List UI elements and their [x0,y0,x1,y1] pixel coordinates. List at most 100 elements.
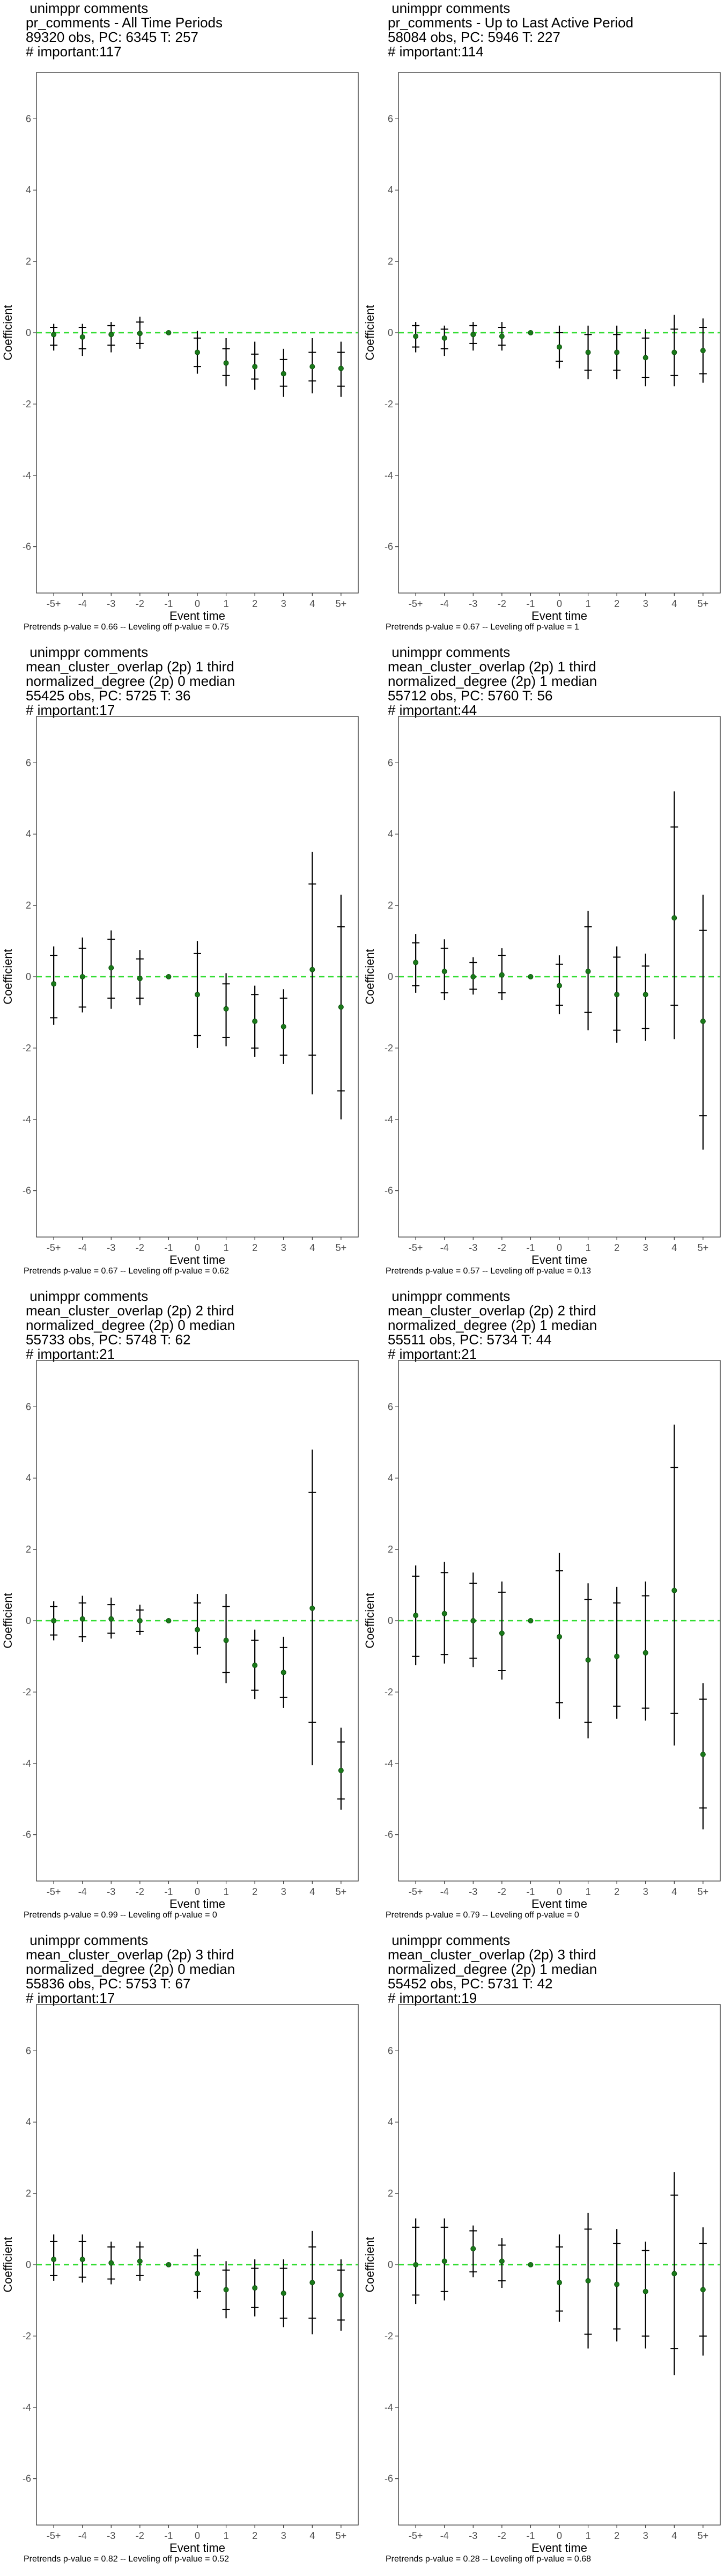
chart-title: unimppr comments mean_cluster_overlap (2p… [388,1289,597,1362]
x-tick-label: 5+ [336,598,347,609]
x-tick-label: -1 [164,1886,173,1897]
chart-panel-6: unimppr comments mean_cluster_overlap (2p… [362,1288,724,1932]
x-tick-label: -4 [78,598,87,609]
y-tick-label: -2 [385,1043,393,1053]
x-tick-label: -1 [164,598,173,609]
chart-title-line: # important:44 [388,702,477,718]
x-tick-label: -1 [164,1242,173,1253]
x-tick-label: 1 [224,1886,229,1897]
y-axis-title: Coefficient [363,305,376,361]
chart-title-line: unimppr comments [26,1932,149,1948]
chart-title-line: unimppr comments [388,0,511,16]
y-tick-label: -6 [23,1185,31,1196]
x-tick-label: 4 [309,1242,315,1253]
data-point [671,915,677,921]
y-tick-label: 2 [26,1544,31,1555]
data-point [79,2257,85,2263]
data-point [528,330,534,335]
data-point [585,969,591,975]
x-tick-label: 3 [281,1886,286,1897]
x-tick-label: 3 [643,1242,648,1253]
x-tick-label: -2 [136,1886,144,1897]
data-point [671,349,677,355]
x-tick-label: -1 [164,2530,173,2541]
data-point [137,1618,143,1623]
data-point [441,335,447,341]
data-point [309,967,315,972]
x-tick-label: 0 [195,1886,200,1897]
x-tick-label: 4 [309,2530,315,2541]
y-tick-label: 0 [388,2259,393,2270]
data-point [441,2258,447,2264]
x-tick-label: 2 [252,1242,257,1253]
x-axis-title: Event time [169,609,225,623]
plot-area: -6 -4 -2 0 2 4 6 -5+ -4 -3 -2 -1 0 1 2 3 4 5+ Event time Co… [1,716,359,1267]
chart-title-line: # important:21 [388,1346,477,1362]
x-tick-label: 5+ [698,1242,709,1253]
data-point [108,2260,114,2266]
data-point [166,1618,172,1623]
data-point [499,972,505,978]
data-point [413,960,419,965]
chart-title-line: normalized_degree (2p) 1 median [388,1317,597,1333]
chart-title-line: 89320 obs, PC: 6345 T: 257 [26,29,198,45]
data-point [642,992,648,998]
x-tick-label: -5+ [409,1886,423,1897]
x-tick-label: 0 [557,1242,562,1253]
x-tick-label: 0 [557,598,562,609]
y-tick-label: -2 [23,2331,31,2341]
x-tick-label: 5+ [698,598,709,609]
x-tick-label: 1 [224,598,229,609]
data-point [223,1637,229,1643]
y-tick-label: 4 [388,185,393,195]
chart-title-line: 55425 obs, PC: 5725 T: 36 [26,687,191,704]
y-tick-label: -6 [23,1829,31,1840]
data-point [585,1657,591,1663]
data-point [280,371,286,377]
y-tick-label: 2 [388,1544,393,1555]
p-value-caption: Pretrends p-value = 0.67 -- Leveling off… [24,1267,230,1276]
x-tick-label: -3 [107,1242,115,1253]
p-value-caption: Pretrends p-value = 0.67 -- Leveling off… [386,623,579,632]
chart-panel-5: unimppr comments mean_cluster_overlap (2p… [0,1288,362,1932]
x-tick-label: 5+ [336,1886,347,1897]
data-point [309,1605,315,1611]
x-tick-label: 2 [252,598,257,609]
y-tick-label: -4 [23,1114,31,1125]
data-point [700,2287,706,2293]
chart-title-line: normalized_degree (2p) 1 median [388,673,597,689]
x-tick-label: -3 [469,2530,477,2541]
y-tick-label: 4 [26,829,31,839]
y-tick-label: -4 [385,1114,393,1125]
chart-title-line: 55511 obs, PC: 5734 T: 44 [388,1331,552,1348]
x-tick-label: -3 [107,1886,115,1897]
x-tick-label: -2 [498,1242,506,1253]
y-axis-title: Coefficient [363,2237,376,2293]
x-tick-label: -4 [440,598,449,609]
x-tick-label: -2 [136,598,144,609]
data-point [280,1024,286,1030]
x-tick-label: -3 [469,598,477,609]
chart-title-line: 55452 obs, PC: 5731 T: 42 [388,1975,553,1992]
y-tick-label: -2 [385,1687,393,1697]
x-tick-label: 4 [309,598,315,609]
x-tick-label: -4 [78,2530,87,2541]
data-point [614,992,620,998]
chart-title-line: unimppr comments [26,0,149,16]
x-tick-label: 1 [224,1242,229,1253]
y-tick-label: 4 [388,2117,393,2127]
data-point [309,364,315,370]
y-tick-label: 0 [388,327,393,338]
y-tick-label: 0 [26,971,31,982]
data-point [441,1611,447,1616]
x-tick-label: 0 [195,2530,200,2541]
data-point [557,344,562,350]
data-point [252,364,258,370]
x-tick-label: 3 [643,1886,648,1897]
data-point [642,2288,648,2294]
x-tick-label: 5+ [698,1886,709,1897]
chart-title-line: normalized_degree (2p) 0 median [26,1317,235,1333]
x-axis-title: Event time [531,609,587,623]
x-tick-label: -2 [498,598,506,609]
y-tick-label: 6 [26,1401,31,1412]
